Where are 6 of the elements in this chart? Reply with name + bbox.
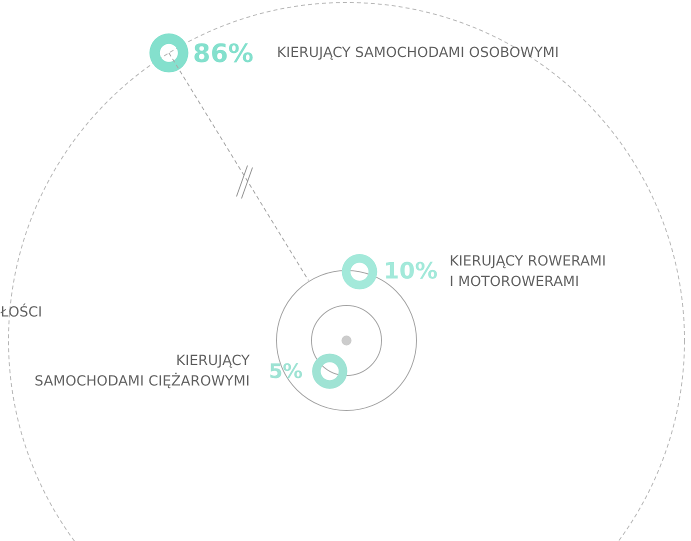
category-label: KIERUJĄCY SAMOCHODAMI OSOBOWYMI [276, 44, 559, 61]
text: ŁOŚCI [0, 304, 42, 320]
category-label: KIERUJĄCY ROWERAMI I MOTOROWERAMI [449, 253, 606, 290]
category-label: KIERUJĄCY SAMOCHODAMI CIĘŻAROWYMI [34, 352, 250, 390]
data-label: 86% [192, 38, 254, 68]
data-label: 10% [383, 258, 438, 285]
